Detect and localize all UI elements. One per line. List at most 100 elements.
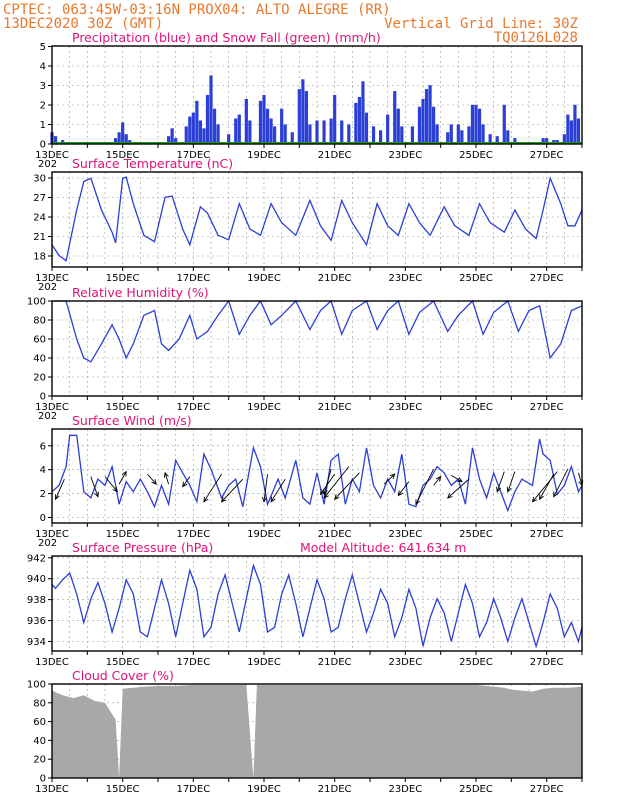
wind-arrow	[323, 466, 350, 499]
precip-bar	[421, 98, 425, 144]
precip-bar	[428, 85, 432, 144]
precip-bar	[308, 124, 312, 144]
precip-bar	[290, 132, 294, 144]
precip-bar	[502, 104, 506, 144]
wind-arrow	[270, 478, 286, 502]
x-tick-label: 21DEC	[318, 273, 352, 284]
series-line	[51, 434, 583, 513]
y-tick-label: 40	[33, 736, 46, 747]
wind-arrow	[221, 478, 244, 503]
x-tick-label: 13DEC	[35, 402, 69, 413]
x-tick-label: 13DEC	[35, 529, 69, 540]
wind-arrow	[433, 476, 442, 486]
x-tick-label: 15DEC	[106, 150, 140, 161]
x-tick-label: 25DEC	[459, 657, 493, 668]
precip-bar	[304, 91, 308, 144]
precip-bar	[545, 138, 549, 144]
wind-arrow-head	[220, 496, 227, 503]
x-tick-label: 15DEC	[106, 273, 140, 284]
wind-arrow-head	[261, 496, 268, 503]
precip-bar	[506, 130, 510, 144]
panel-title: Surface Temperature (nC)	[72, 156, 233, 171]
wind-arrow	[532, 471, 558, 502]
y-tick-label: 80	[33, 316, 46, 327]
panels-group: Precipitation (blue) and Snow Fall (gree…	[27, 30, 584, 795]
wind-arrow-head	[531, 496, 538, 503]
y-tick-label: 934	[27, 637, 46, 648]
series-line	[51, 563, 583, 649]
y-tick-label: 0	[40, 392, 46, 403]
precip-bar	[474, 104, 478, 144]
header-location: CPTEC: 063:45W-03:16N PROX04: ALTO ALEGR…	[3, 2, 391, 18]
x-tick-label: 15DEC	[106, 784, 140, 795]
wind-arrow-head	[319, 489, 326, 496]
precip-bar	[364, 112, 369, 144]
precip-bar	[424, 89, 429, 144]
y-tick-label: 938	[27, 595, 46, 606]
precip-bar	[371, 126, 376, 144]
x-tick-label: 19DEC	[247, 150, 281, 161]
precip-bar	[227, 134, 231, 144]
precip-bar	[449, 124, 453, 144]
precip-bar	[432, 106, 436, 144]
panel-frame	[51, 428, 583, 524]
wind-arrow	[147, 473, 157, 485]
x-tick-label: 19DEC	[247, 529, 281, 540]
panel-5: Cloud Cover (%) 0 20 40 60 80 100 13DEC 15DEC 17D…	[27, 668, 583, 795]
precip-bar	[393, 91, 397, 144]
wind-arrow	[104, 476, 118, 492]
wind-arrow-head	[553, 491, 558, 498]
precip-bar	[456, 124, 460, 144]
precip-bar	[167, 136, 171, 144]
panel-annotation: Model Altitude: 641.634 m	[300, 540, 466, 555]
x-tick-label: 27DEC	[530, 402, 564, 413]
precip-bar	[237, 114, 241, 144]
panel-title: Surface Pressure (hPa)	[72, 540, 213, 555]
precip-bar	[386, 114, 390, 144]
y-tick-label: 1	[40, 120, 46, 131]
precip-bar	[234, 118, 238, 144]
wind-arrow	[263, 474, 268, 502]
x-tick-label: 19DEC	[247, 273, 281, 284]
precip-bar	[467, 126, 471, 144]
precip-bar	[174, 138, 178, 144]
precip-bar	[198, 120, 202, 144]
x-tick-label: 21DEC	[318, 657, 352, 668]
x-tick-label: 15DEC	[106, 657, 140, 668]
precip-bar	[446, 132, 450, 144]
wind-arrow	[397, 481, 410, 496]
wind-arrow	[182, 476, 191, 487]
precip-bar	[202, 128, 206, 144]
precip-bar	[400, 126, 404, 144]
wind-arrow	[415, 468, 435, 505]
panel-frame	[51, 171, 583, 268]
y-tick-label: 2	[40, 489, 46, 500]
y-tick-label: 30	[33, 174, 46, 185]
wind-arrow	[118, 471, 127, 485]
y-tick-label: 20	[33, 373, 46, 384]
wind-arrow-head	[182, 481, 188, 488]
x-tick-label: 27DEC	[530, 273, 564, 284]
x-tick-label: 23DEC	[388, 784, 422, 795]
precip-bar	[481, 124, 485, 144]
y-tick-label: 24	[33, 213, 46, 224]
wind-arrow	[55, 478, 65, 500]
wind-arrow-head	[94, 491, 99, 498]
panel-frame	[51, 45, 583, 145]
x-tick-label: 19DEC	[247, 657, 281, 668]
precip-bar	[191, 112, 195, 144]
x-tick-label: 25DEC	[459, 402, 493, 413]
wind-arrow-head	[397, 490, 403, 497]
precip-bar	[244, 98, 248, 144]
wind-arrow-head	[496, 486, 502, 493]
wind-arrow	[164, 472, 170, 485]
wind-arrow	[447, 478, 470, 499]
panel-title: Cloud Cover (%)	[72, 668, 174, 683]
y-tick-label: 18	[33, 252, 46, 263]
x-label-fragment: 202	[38, 159, 57, 170]
x-label-fragment: 202	[38, 538, 57, 549]
precip-bar	[361, 81, 365, 144]
wind-arrow-head	[163, 471, 169, 478]
x-label-fragment: 202	[38, 282, 57, 293]
